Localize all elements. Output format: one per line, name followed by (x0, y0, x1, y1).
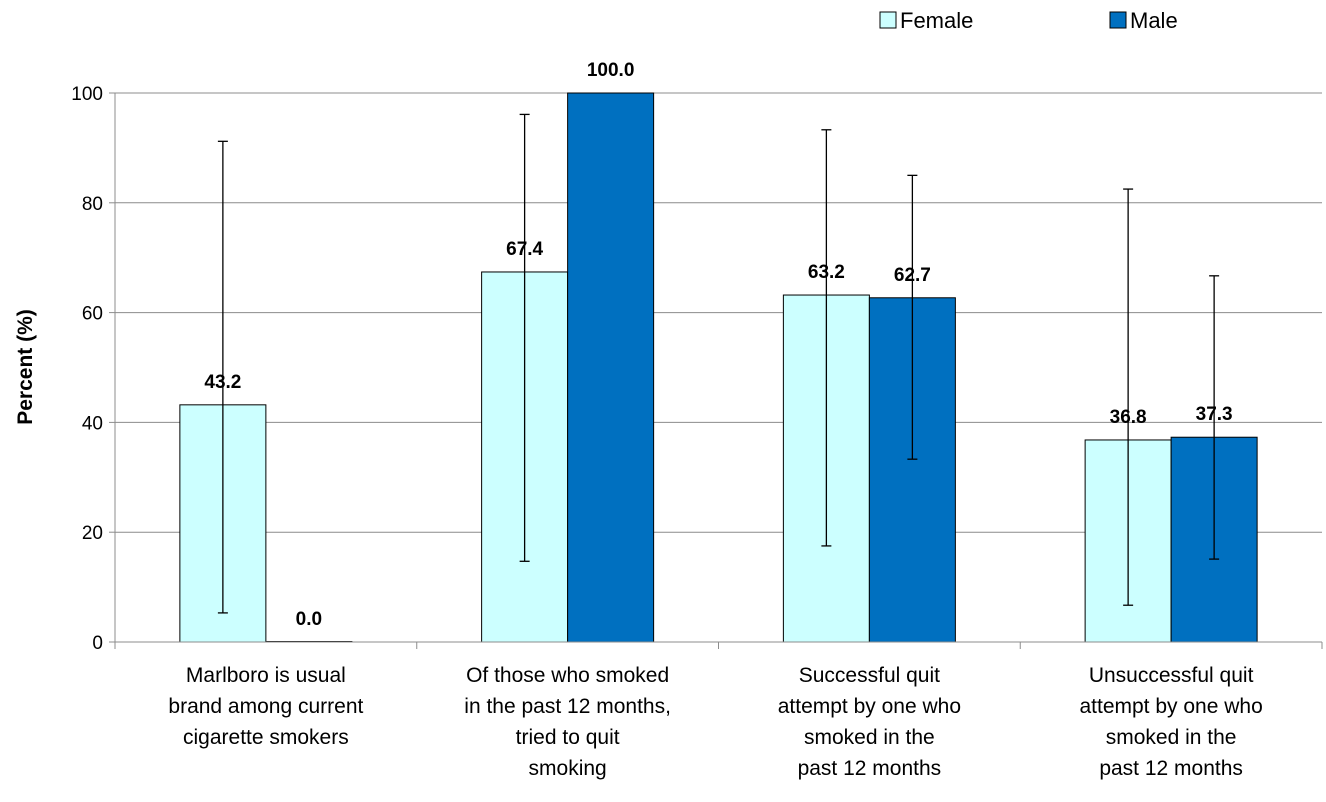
data-label: 63.2 (808, 262, 845, 283)
category-labels: Marlboro is usual brand among current ciga… (168, 664, 1262, 780)
y-tick-label: 100 (71, 84, 103, 105)
category-label-line: smoked in the (804, 726, 935, 749)
category-label-line: smoking (529, 757, 607, 780)
bar-male (567, 92, 655, 643)
category-label: Of those who smoked in the past 12 months… (464, 664, 671, 780)
legend-swatch-female (879, 11, 897, 29)
data-label: 36.8 (1110, 407, 1147, 428)
data-label: 62.7 (894, 265, 931, 286)
data-label: 43.2 (204, 372, 241, 393)
data-label: 0.0 (296, 609, 322, 630)
y-axis-title: Percent (%) (14, 309, 37, 425)
y-tick-label: 60 (82, 304, 103, 325)
data-label: 67.4 (506, 239, 543, 260)
error-bars (217, 113, 1220, 614)
y-tick-label: 0 (92, 633, 103, 654)
y-tick-label: 80 (82, 194, 103, 215)
data-labels: 43.2 0.0 67.4 100.0 63.2 62.7 36.8 37.3 (204, 60, 1232, 630)
category-label: Marlboro is usual brand among current ciga… (168, 664, 363, 749)
category-label-line: attempt by one who (1079, 695, 1262, 718)
category-label-line: smoked in the (1106, 726, 1237, 749)
data-label: 37.3 (1196, 404, 1233, 425)
category-label-line: Successful quit (799, 664, 940, 687)
category-label-line: Of those who smoked (466, 664, 669, 687)
category-label: Successful quit attempt by one who smoked … (778, 664, 961, 780)
y-tick-label: 20 (82, 523, 103, 544)
category-label-line: tried to quit (516, 726, 620, 749)
category-label-line: in the past 12 months, (464, 695, 671, 718)
y-tick-label: 40 (82, 413, 103, 434)
legend: Female Male (879, 8, 1178, 33)
category-label-line: attempt by one who (778, 695, 961, 718)
category-label: Unsuccessful quit attempt by one who smoke… (1079, 664, 1262, 780)
bars (179, 92, 1258, 643)
category-label-line: past 12 months (1099, 757, 1243, 780)
y-tick-labels: 0 20 40 60 80 100 (71, 84, 103, 654)
legend-label-female: Female (900, 8, 973, 33)
category-label-line: cigarette smokers (183, 726, 349, 749)
category-label-line: past 12 months (798, 757, 942, 780)
axes (109, 92, 1323, 649)
category-label-line: brand among current (168, 695, 363, 718)
category-label-line: Unsuccessful quit (1089, 664, 1254, 687)
category-label-line: Marlboro is usual (186, 664, 346, 687)
legend-swatch-male (1109, 11, 1127, 29)
legend-label-male: Male (1130, 8, 1178, 33)
data-label: 100.0 (587, 60, 635, 81)
